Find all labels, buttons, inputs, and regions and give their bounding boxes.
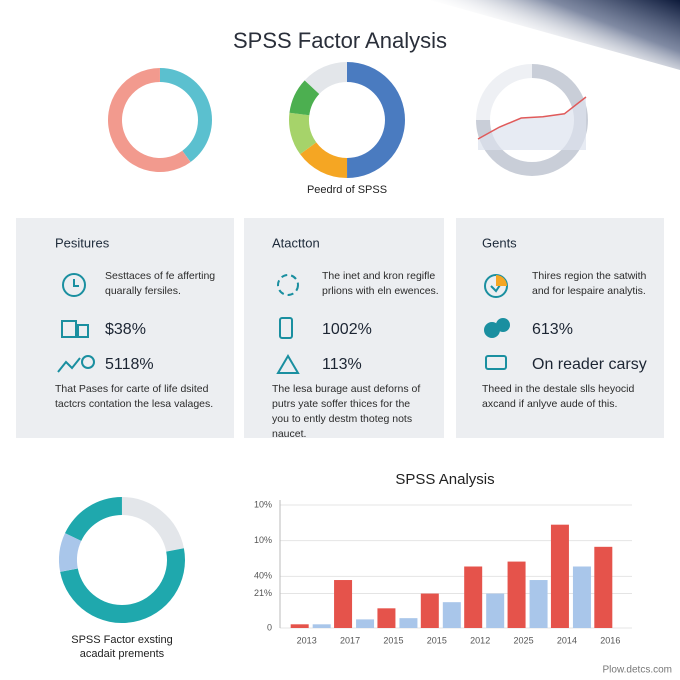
donut-caption: Peedrd of SPSS: [307, 184, 387, 196]
panel-note: tactcrs contation the lesa valages.: [55, 398, 213, 410]
bar: [486, 593, 505, 628]
bar: [420, 593, 439, 628]
panel-note: putrs yate soffer thices for the: [272, 398, 410, 410]
bar: [464, 566, 483, 628]
bar: [529, 580, 548, 628]
donut-segment: [347, 62, 405, 178]
donut-segment: [64, 497, 122, 541]
bar: [290, 624, 309, 628]
bar: [334, 580, 353, 628]
panel-stat: 113%: [322, 356, 362, 373]
bar: [442, 602, 461, 628]
donut-caption: SPSS Factor exsting: [71, 634, 173, 646]
panel-note: you to ently destm thoteg nots: [272, 413, 412, 425]
panel-text: and for lespaire analytis.: [532, 285, 646, 297]
donut-caption: acadait prements: [80, 648, 165, 660]
donut-segment: [289, 112, 317, 155]
panel-text: Sesttaces of fe afferting: [105, 270, 215, 282]
panel: [16, 218, 234, 438]
panel-stat: 5118%: [105, 356, 154, 373]
panel-heading: Atactton: [272, 235, 320, 250]
panel-text: The inet and kron regifle: [322, 270, 435, 282]
bar: [312, 624, 331, 628]
line-area: [478, 97, 586, 150]
panel-heading: Pesitures: [55, 235, 110, 250]
panel-note: Theed in the destale slls heyocid: [482, 383, 635, 395]
bar: [356, 619, 375, 628]
bar: [572, 566, 591, 628]
bar: [594, 546, 613, 628]
donut-segment: [60, 548, 185, 623]
donut-segment: [289, 80, 320, 116]
donut-segment: [160, 68, 213, 163]
panel-heading: Gents: [482, 235, 517, 250]
watermark: Plow.detcs.com: [603, 665, 672, 676]
page-title: SPSS Factor Analysis: [233, 28, 447, 53]
x-tick-label: 2017: [340, 635, 360, 645]
x-tick-label: 2016: [600, 635, 620, 645]
panel-stat: 1002%: [322, 321, 372, 338]
donut-segment: [59, 533, 82, 572]
x-tick-label: 2014: [557, 635, 577, 645]
y-tick-label: 0: [267, 622, 272, 632]
panel-stat: $38%: [105, 321, 146, 338]
panel: [244, 218, 444, 438]
panel-note: The lesa burage aust deforns of: [272, 383, 420, 395]
y-tick-label: 10%: [254, 499, 272, 509]
corner-shade: [430, 0, 680, 70]
y-tick-label: 21%: [254, 588, 272, 598]
bar: [377, 608, 396, 628]
panel-stat: On reader carsy: [532, 356, 647, 373]
donut-segment: [476, 64, 532, 120]
icons: [57, 273, 510, 374]
donut-segment: [304, 62, 347, 94]
y-tick-label: 10%: [254, 535, 272, 545]
panel-text: Thires region the satwith: [532, 270, 647, 282]
x-tick-label: 2013: [297, 635, 317, 645]
panel-note: axcand if anlyve aude of this.: [482, 398, 617, 410]
panel-stat: 613%: [532, 321, 573, 338]
x-tick-label: 2025: [514, 635, 534, 645]
panel-note: naucet.: [272, 428, 306, 440]
panel-note: That Pases for carte of life dsited: [55, 383, 209, 395]
bar: [507, 561, 526, 628]
icon-accent: [496, 275, 507, 286]
line: [477, 96, 587, 140]
donut-segment: [108, 68, 191, 172]
bar: [399, 618, 418, 628]
donut-segment: [300, 142, 347, 178]
panel-text: quarally fersiles.: [105, 285, 181, 297]
bar: [550, 524, 569, 628]
x-tick-label: 2012: [470, 635, 490, 645]
panel-text: prlions with eln ewences.: [322, 285, 439, 297]
y-tick-label: 40%: [254, 571, 272, 581]
x-tick-label: 2015: [427, 635, 447, 645]
chart-title: SPSS Analysis: [395, 471, 494, 488]
donut-segment: [122, 497, 184, 552]
x-tick-label: 2015: [383, 635, 403, 645]
